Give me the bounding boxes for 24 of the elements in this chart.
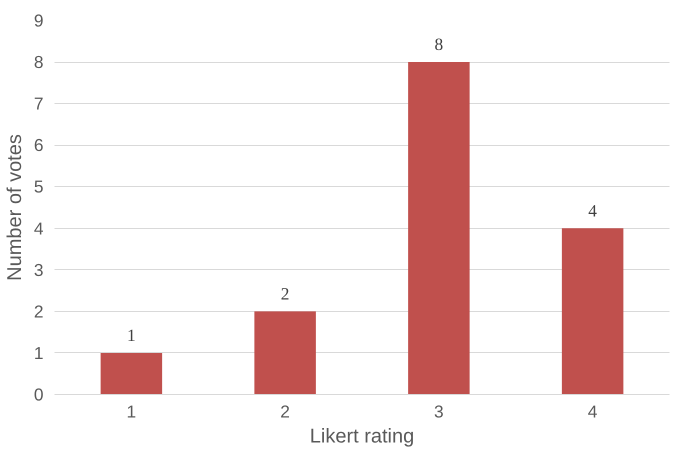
data-label: 1 xyxy=(127,326,136,345)
x-tick-label: 3 xyxy=(434,402,444,422)
bar xyxy=(100,352,162,394)
y-tick-label: 8 xyxy=(34,52,44,72)
x-tick-label: 1 xyxy=(126,402,136,422)
y-tick-label: 2 xyxy=(34,301,44,322)
x-tick-label: 2 xyxy=(280,402,290,422)
y-tick-label: 1 xyxy=(34,342,44,363)
y-tick-label: 9 xyxy=(34,10,44,30)
y-axis-title: Number of votes xyxy=(4,134,26,281)
bar xyxy=(408,62,470,394)
data-label: 8 xyxy=(434,35,444,54)
y-tick-label: 6 xyxy=(34,135,44,156)
y-tick-label: 0 xyxy=(34,384,44,404)
x-tick-label: 4 xyxy=(588,402,598,422)
data-label: 2 xyxy=(280,284,290,304)
y-tick-label: 3 xyxy=(34,260,44,280)
bar xyxy=(562,228,624,394)
data-label: 4 xyxy=(588,201,598,220)
bar xyxy=(254,311,316,394)
y-tick-label: 7 xyxy=(34,94,44,114)
y-tick-label: 5 xyxy=(34,176,44,197)
y-tick-label: 4 xyxy=(34,218,44,238)
x-axis-title: Likert rating xyxy=(310,426,414,448)
